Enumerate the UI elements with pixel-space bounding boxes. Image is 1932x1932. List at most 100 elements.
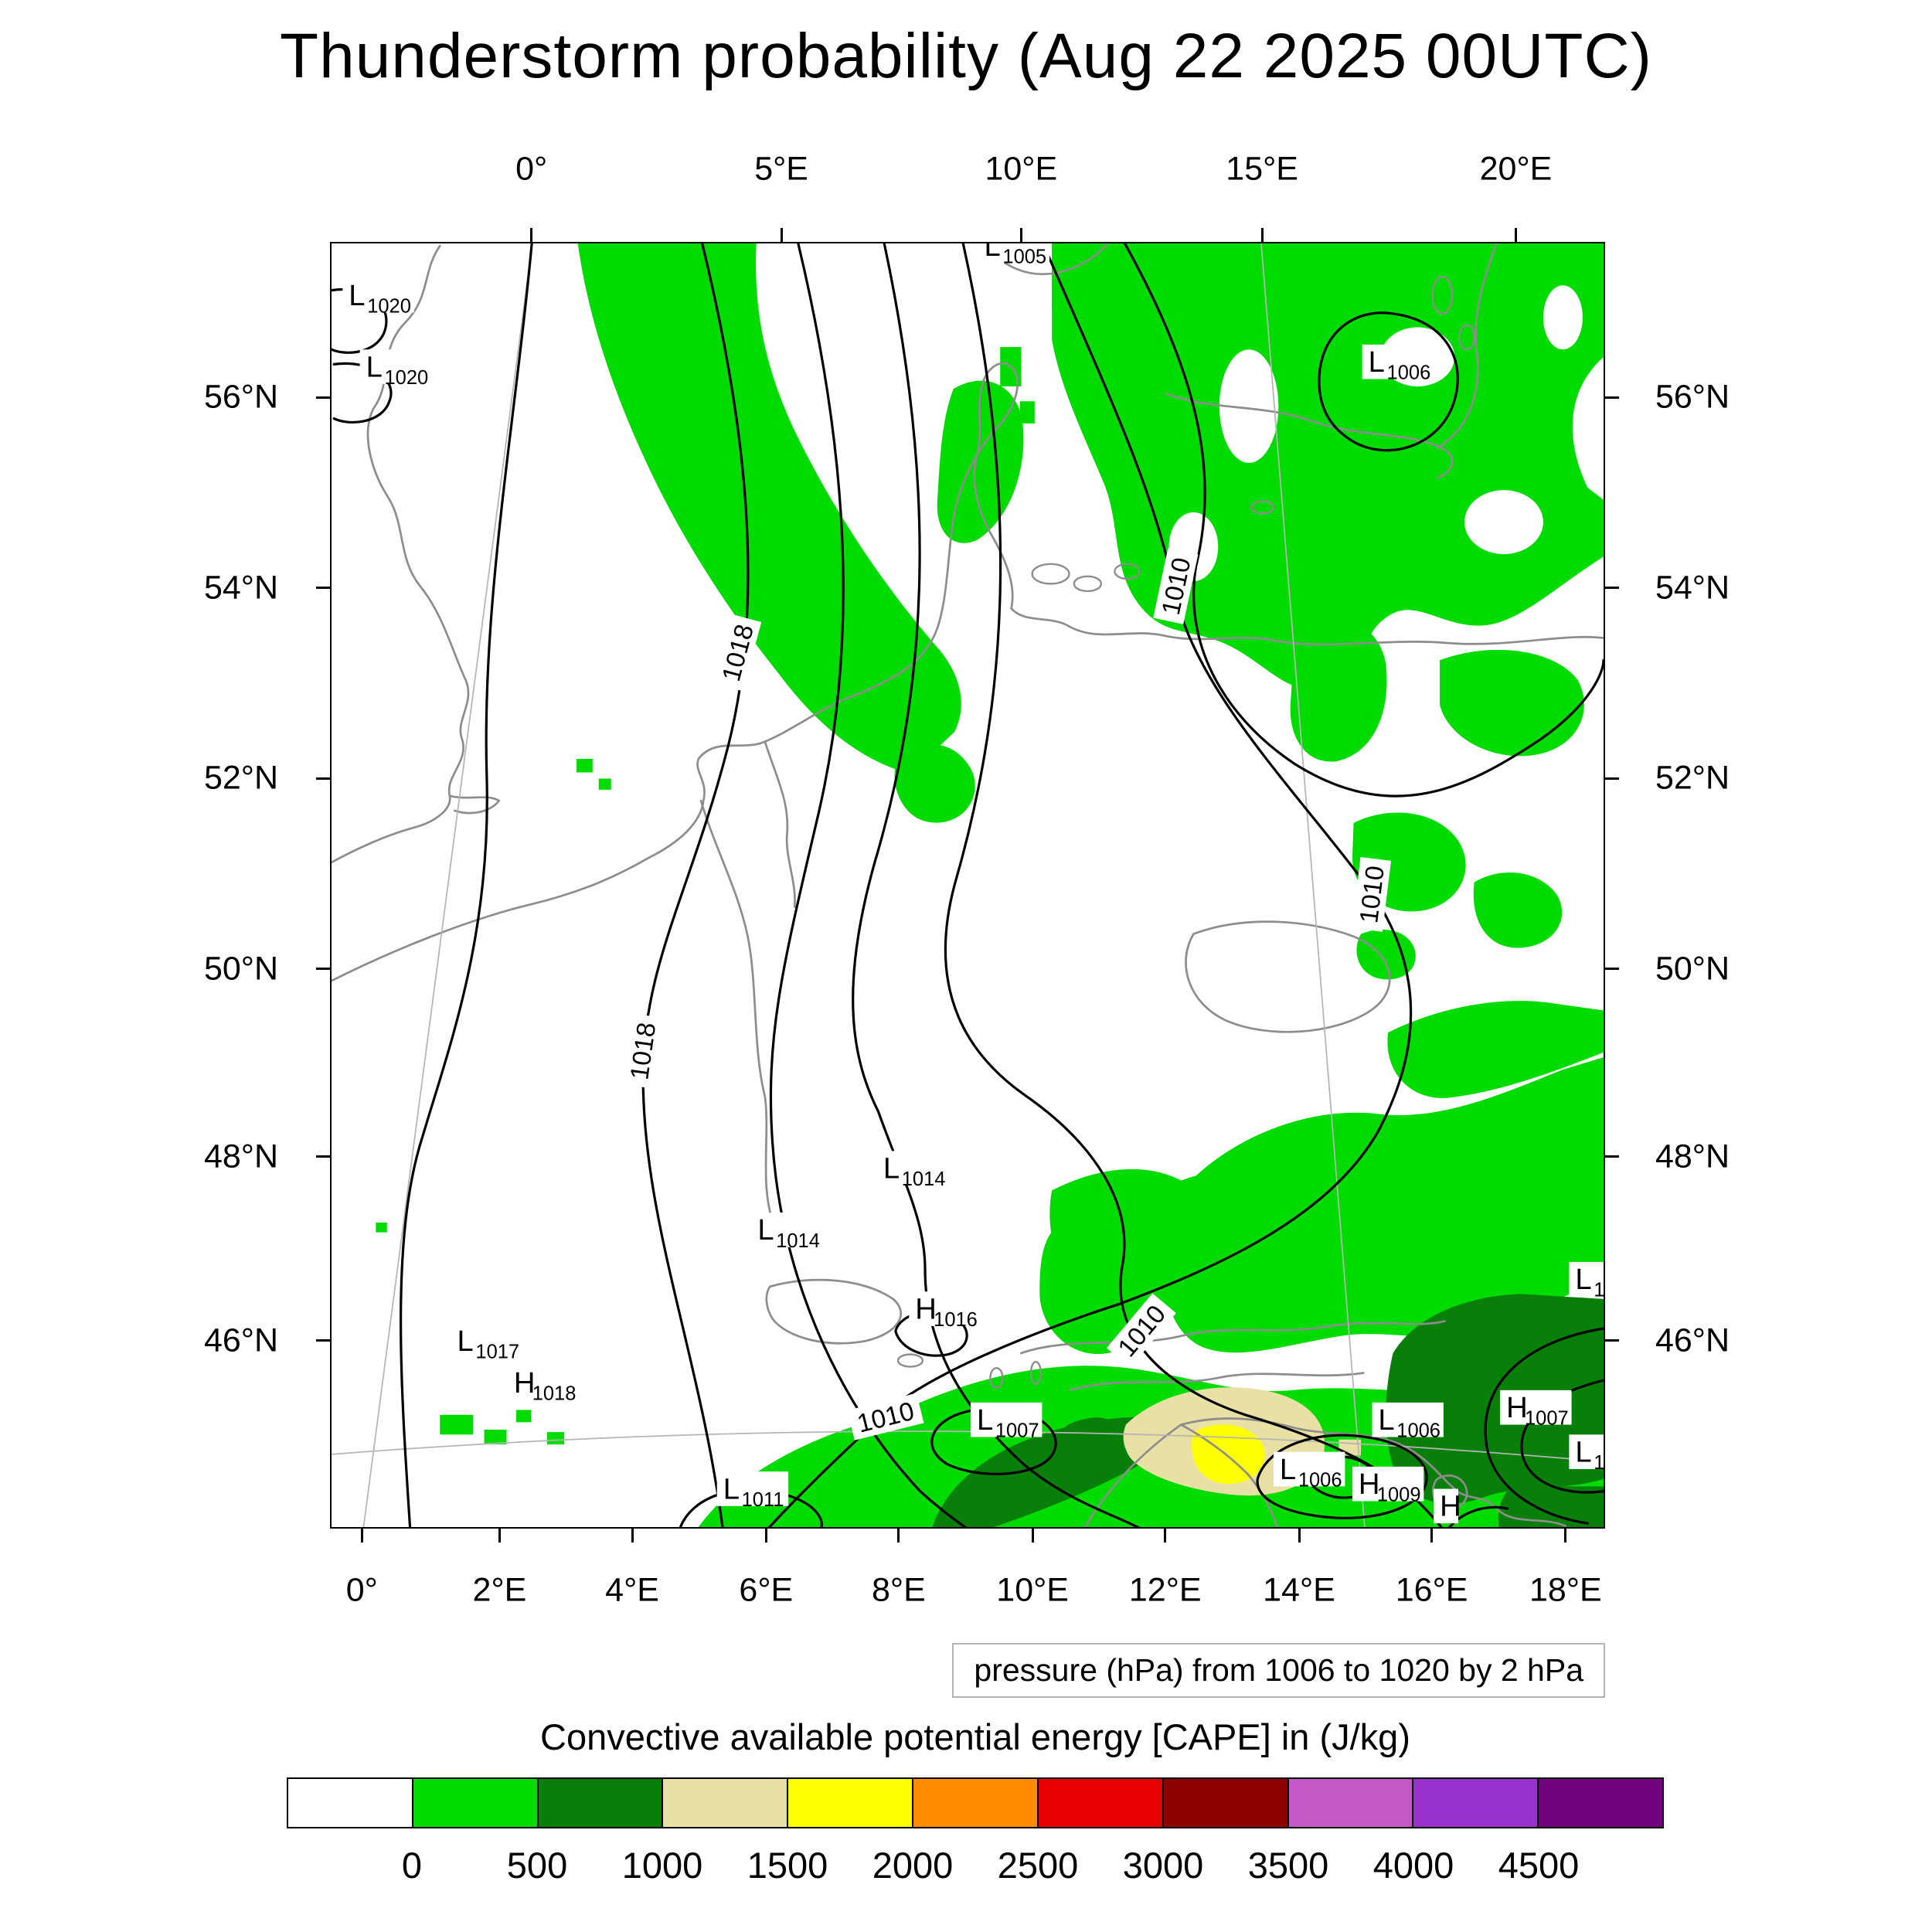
pressure-center-label: L 1020: [342, 277, 414, 317]
label-box: [876, 1151, 949, 1186]
axis-label-right: 48°N: [1655, 1138, 1730, 1175]
axis-tick: [1605, 1339, 1619, 1342]
isobar-value: 1018: [717, 621, 760, 685]
colorbar-tick-label: 3000: [1122, 1845, 1204, 1886]
label-box: [1569, 1261, 1604, 1297]
axis-tick: [1515, 228, 1517, 242]
pressure-center-label: L 1014: [751, 1213, 823, 1252]
axis-label-top: 20°E: [1479, 150, 1553, 188]
label-box: [1352, 857, 1392, 932]
colorbar-tick-label: 500: [506, 1845, 568, 1886]
label-box: [507, 1365, 580, 1400]
label-box: [1153, 547, 1199, 624]
colorbar-cell: [411, 1779, 537, 1827]
label-box: [1500, 1389, 1572, 1425]
colorbar-tick-label: 0: [401, 1845, 423, 1886]
axis-tick: [1605, 587, 1619, 590]
label-box: [713, 614, 762, 692]
pressure-letter: L: [1280, 1453, 1296, 1486]
pressure-subscript: 10: [1594, 1452, 1604, 1474]
isobar-value-label: 1018: [713, 614, 762, 692]
isobar-value-label: 1018: [622, 1013, 663, 1089]
pressure-center-label: L 1014: [876, 1151, 949, 1190]
axis-label-bottom: 6°E: [739, 1571, 794, 1609]
axis-tick: [1605, 1155, 1619, 1158]
axis-tick: [1430, 1529, 1434, 1543]
axis-tick: [530, 228, 533, 242]
colorbar-cell: [1162, 1779, 1287, 1827]
pressure-center-label: L 1011: [716, 1471, 789, 1511]
axis-label-right: 52°N: [1655, 759, 1730, 797]
pressure-letter: H: [1440, 1490, 1461, 1523]
pressure-subscript: 1006: [1387, 362, 1431, 383]
pressure-center-label: L 1006: [1372, 1402, 1444, 1442]
pressure-center-label: H: [1434, 1488, 1461, 1524]
axis-label-top: 5°E: [754, 150, 808, 188]
pressure-center-label: L10: [1569, 1261, 1604, 1301]
page-title: Thunderstorm probability (Aug 22 2025 00…: [280, 21, 1652, 91]
colorbar-tick-label: 1500: [747, 1845, 828, 1886]
axis-tick: [631, 1529, 634, 1543]
pressure-letter: L: [883, 1151, 900, 1185]
axis-label-bottom: 18°E: [1529, 1571, 1602, 1609]
pressure-center-label: L 1005: [978, 243, 1049, 268]
axis-tick: [316, 587, 330, 590]
pressure-letter: H: [514, 1366, 536, 1400]
axis-tick: [1260, 228, 1264, 242]
axis-label-top: 10°E: [985, 150, 1058, 188]
axis-label-left: 46°N: [203, 1321, 279, 1359]
colorbar-tick-label: 1000: [621, 1845, 703, 1886]
pressure-subscript: 1007: [995, 1420, 1039, 1442]
cape-fill-layer: [376, 243, 1604, 1527]
axis-label-left: 48°N: [203, 1138, 279, 1175]
axis-tick: [1564, 1529, 1567, 1543]
label-box: [847, 1393, 924, 1440]
colorbar-cell: [536, 1779, 662, 1827]
label-box: [1372, 1402, 1444, 1437]
pressure-letter: L: [985, 243, 1001, 263]
axis-label-bottom: 0°: [345, 1571, 378, 1609]
axis-label-left: 52°N: [203, 759, 279, 797]
label-box: [1352, 1466, 1424, 1502]
pressure-subscript: 1018: [532, 1383, 577, 1405]
axis-tick: [1605, 777, 1619, 780]
axis-tick: [316, 396, 330, 399]
pressure-letter: H: [1506, 1391, 1528, 1424]
pressure-center-label: L10: [1569, 1434, 1604, 1474]
colorbar-tick-label: 2500: [997, 1845, 1079, 1886]
pressure-subscript: 1020: [367, 295, 411, 317]
axis-label-right: 54°N: [1655, 569, 1730, 607]
axis-label-left: 54°N: [203, 569, 279, 607]
label-box: [359, 349, 432, 384]
axis-label-bottom: 14°E: [1263, 1571, 1335, 1609]
pressure-letter: H: [1359, 1468, 1380, 1501]
label-box: [978, 243, 1049, 264]
cape-colorbar: [287, 1777, 1664, 1828]
pressure-center-label: L 1007: [970, 1402, 1043, 1442]
axis-label-bottom: 2°E: [472, 1571, 527, 1609]
label-box: [1569, 1434, 1604, 1470]
pressure-subscript: 1006: [1298, 1469, 1342, 1491]
axis-label-bottom: 10°E: [996, 1571, 1069, 1609]
colorbar-cell: [787, 1779, 913, 1827]
pressure-subscript: 1009: [1377, 1484, 1421, 1505]
colorbar-tick-label: 2000: [872, 1845, 954, 1886]
isobar-value: 1010: [1355, 864, 1390, 924]
pressure-letter: L: [977, 1403, 993, 1437]
axis-tick: [1605, 396, 1619, 399]
pressure-letter: L: [1575, 1263, 1591, 1296]
colorbar-cell: [1412, 1779, 1538, 1827]
pressure-caption-text: pressure (hPa) from 1006 to 1020 by 2 hP…: [974, 1652, 1583, 1688]
pressure-subscript: 1014: [776, 1230, 820, 1252]
label-box: [970, 1402, 1043, 1437]
pressure-letter: L: [457, 1325, 474, 1358]
isobar-layer: [332, 243, 1604, 1527]
label-box: [716, 1471, 789, 1506]
pressure-letter: H: [915, 1292, 937, 1325]
axis-label-left: 56°N: [203, 378, 279, 416]
colorbar-tick-label: 4500: [1498, 1845, 1580, 1886]
